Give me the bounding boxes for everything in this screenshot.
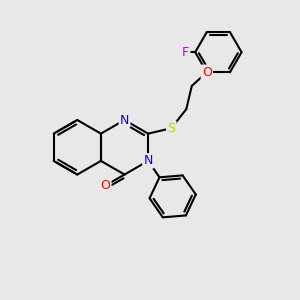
Text: F: F — [182, 46, 189, 59]
Text: N: N — [143, 154, 153, 167]
Text: S: S — [167, 122, 175, 135]
Text: O: O — [100, 179, 110, 192]
Text: N: N — [120, 113, 129, 127]
Text: O: O — [202, 66, 212, 79]
